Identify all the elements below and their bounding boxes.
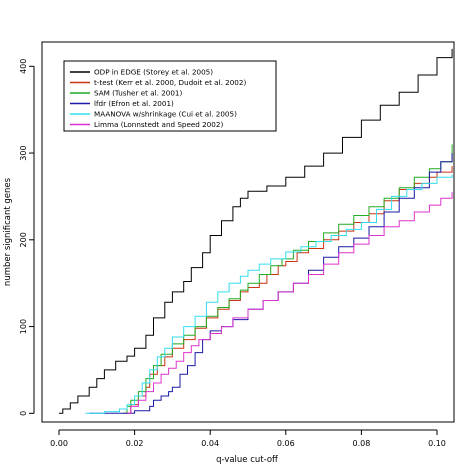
x-tick-label: 0.10 — [428, 439, 446, 448]
legend-item: MAANOVA w/shrinkage (Cui et al. 2005) — [70, 110, 237, 119]
series-line-3 — [123, 144, 453, 414]
x-tick-label: 0.06 — [277, 439, 295, 448]
y-tick-label: 0 — [19, 411, 28, 416]
legend-label: MAANOVA w/shrinkage (Cui et al. 2005) — [94, 110, 237, 119]
plot-area-frame — [41, 41, 455, 423]
legend-item: SAM (Tusher et al. 2001) — [70, 89, 183, 98]
x-axis-label: q-value cut-off — [216, 455, 279, 465]
series-line-5 — [85, 174, 453, 414]
y-tick-label: 200 — [19, 232, 28, 247]
y-axis: 0 100 200 300 400 — [19, 59, 35, 416]
series-line-6 — [127, 192, 453, 414]
legend: ODP in EDGE (Storey et al. 2005)t-test (… — [63, 60, 277, 132]
y-tick-label: 300 — [19, 145, 28, 160]
y-tick-label: 100 — [19, 319, 28, 334]
x-tick-label: 0.08 — [352, 439, 370, 448]
series-line-2 — [127, 166, 453, 414]
legend-item: ODP in EDGE (Storey et al. 2005) — [70, 68, 213, 77]
legend-item: Limma (Lonnstedt and Speed 2002) — [70, 120, 223, 129]
legend-label: Limma (Lonnstedt and Speed 2002) — [94, 120, 223, 129]
y-tick-label: 400 — [19, 59, 28, 74]
x-axis: 0.00 0.02 0.04 0.06 0.08 0.10 — [50, 429, 446, 448]
y-axis-label: number significant genes — [3, 177, 13, 286]
legend-label: t-test (Kerr et al. 2000, Dudoit et al. … — [94, 78, 246, 87]
x-tick-label: 0.04 — [201, 439, 219, 448]
legend-label: ODP in EDGE (Storey et al. 2005) — [94, 68, 213, 77]
legend-item: t-test (Kerr et al. 2000, Dudoit et al. … — [70, 78, 246, 87]
x-tick-label: 0.00 — [50, 439, 68, 448]
legend-item: lfdr (Efron et al. 2001) — [70, 99, 174, 108]
x-tick-label: 0.02 — [126, 439, 144, 448]
series-line-4 — [89, 153, 453, 414]
legend-label: lfdr (Efron et al. 2001) — [94, 99, 174, 108]
series-layer — [59, 48, 453, 414]
legend-box — [63, 60, 277, 132]
series-line-1 — [59, 48, 453, 414]
legend-label: SAM (Tusher et al. 2001) — [94, 89, 183, 98]
